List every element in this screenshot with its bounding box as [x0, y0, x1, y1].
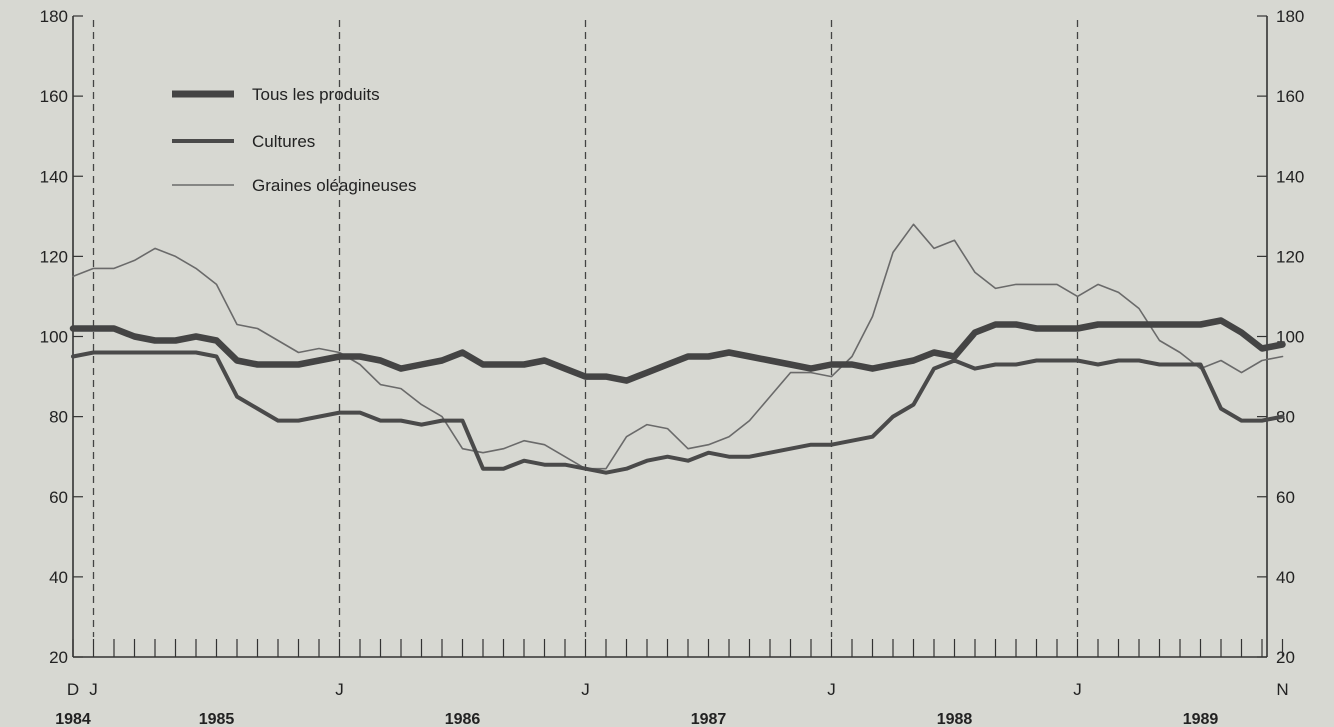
x-month-label: D [67, 680, 79, 699]
legend-label-tous-les-produits: Tous les produits [252, 85, 380, 104]
y-tick-label-left: 80 [49, 408, 68, 427]
x-month-label: N [1276, 680, 1288, 699]
legend-label-cultures: Cultures [252, 132, 315, 151]
series-line-tous-les-produits [69, 317, 1286, 384]
x-month-label: J [827, 680, 836, 699]
series-line-cultures [71, 350, 1285, 475]
x-year-label: 1984 [55, 711, 91, 727]
legend: Tous les produits Cultures Graines oléag… [172, 85, 416, 195]
x-month-label: J [335, 680, 344, 699]
x-year-label: 1986 [445, 711, 481, 727]
x-year-label: 1989 [1183, 711, 1219, 727]
month-divider-lines [92, 20, 1079, 637]
y-tick-label-left: 140 [40, 167, 68, 186]
y-tick-label-left: 60 [49, 488, 68, 507]
legend-label-graines-oleagineuses: Graines oléagineuses [252, 176, 416, 195]
y-tick-label-right: 80 [1276, 408, 1295, 427]
series-line-graines-oleagineuses [72, 223, 1284, 470]
y-tick-label-left: 100 [40, 328, 68, 347]
y-tick-label-right: 20 [1276, 648, 1295, 667]
y-tick-label-left: 120 [40, 247, 68, 266]
y-tick-label-right: 160 [1276, 87, 1304, 106]
series-lines [69, 223, 1286, 475]
y-tick-label-left: 160 [40, 87, 68, 106]
x-month-label: J [89, 680, 98, 699]
y-tick-label-right: 180 [1276, 7, 1304, 26]
y-tick-label-left: 180 [40, 7, 68, 26]
y-tick-label-right: 140 [1276, 167, 1304, 186]
y-tick-label-right: 120 [1276, 247, 1304, 266]
y-tick-label-left: 40 [49, 568, 68, 587]
y-tick-label-left: 20 [49, 648, 68, 667]
x-year-label: 1985 [199, 711, 235, 727]
x-month-label: J [581, 680, 590, 699]
y-tick-label-right: 40 [1276, 568, 1295, 587]
y-tick-label-right: 60 [1276, 488, 1295, 507]
x-month-label: J [1073, 680, 1082, 699]
x-year-label: 1988 [937, 711, 973, 727]
x-year-label: 1987 [691, 711, 727, 727]
